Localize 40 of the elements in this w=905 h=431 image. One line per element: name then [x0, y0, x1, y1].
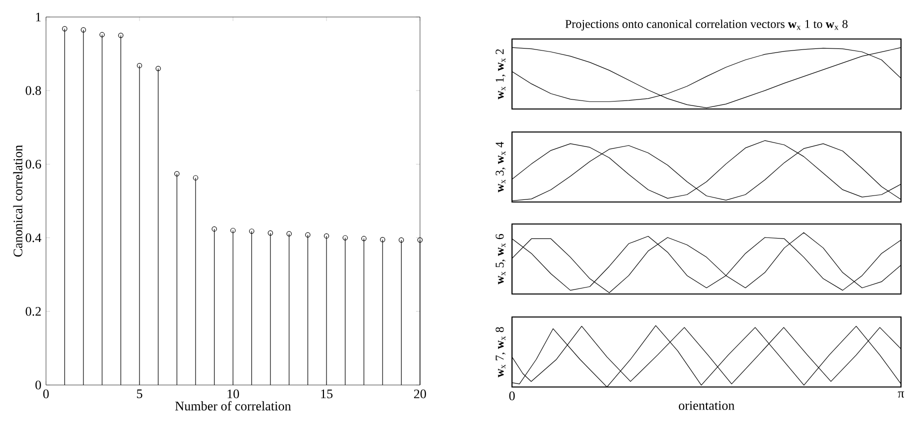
y-axis-title: w$_{x}$ 5, w$_{x}$ 6	[496, 234, 506, 284]
point	[268, 230, 274, 236]
x-tick-label: 0	[509, 392, 515, 400]
point	[324, 233, 330, 239]
y-axis-title: w$_{x}$ 3, w$_{x}$ 4	[496, 142, 506, 192]
y-tick-label: 0.4	[26, 233, 42, 242]
y-tick-label: 0.6	[26, 160, 42, 169]
y-axis-title: w$_{x}$ 1, w$_{x}$ 2	[496, 49, 506, 100]
chart-title: Projections onto canonical correlation vectors w$_{x}$ 1 to w$_{x}$ 8	[565, 20, 848, 30]
point	[100, 32, 105, 38]
point	[118, 32, 124, 38]
y-axis-title: w$_{x}$ 7, w$_{x}$ 8	[496, 327, 506, 378]
point	[193, 175, 198, 180]
point	[136, 62, 142, 68]
point	[62, 26, 68, 32]
point	[361, 236, 367, 242]
point	[230, 228, 236, 234]
point	[398, 237, 404, 243]
y-tick-label: 1	[36, 12, 41, 22]
point	[342, 235, 348, 240]
x-tick-label: 0	[43, 390, 49, 398]
point	[156, 66, 161, 72]
y-tick-label: 0.2	[26, 306, 41, 316]
y-axis-title: Canonical correlation	[13, 145, 22, 257]
x-tick-label: 5	[137, 390, 142, 398]
point	[380, 237, 386, 242]
x-axis-title: orientation	[678, 401, 734, 410]
point	[286, 231, 292, 236]
point	[80, 27, 86, 32]
x-tick-label: 15	[321, 390, 332, 398]
point	[174, 171, 180, 176]
point	[212, 226, 217, 232]
y-tick-label: 0.8	[26, 86, 41, 96]
point	[305, 232, 310, 238]
y-tick-label: 0	[35, 380, 41, 390]
x-tick-label: π	[898, 392, 904, 398]
point	[249, 228, 254, 234]
x-axis-title: Number of correlation	[175, 401, 291, 410]
x-tick-label: 20	[414, 390, 426, 398]
x-tick-label: 10	[228, 390, 239, 398]
